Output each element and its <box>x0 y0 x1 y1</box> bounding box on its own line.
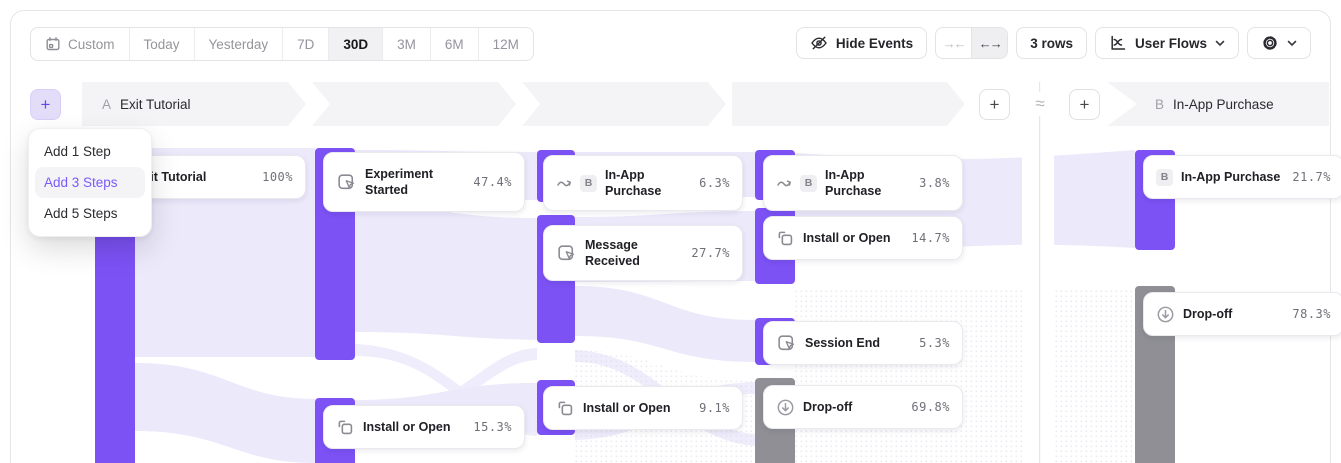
chevron-down-icon <box>1215 40 1225 47</box>
date-range-3m[interactable]: 3M <box>382 28 430 60</box>
date-range-6m[interactable]: 6M <box>429 28 478 60</box>
calendar-icon <box>45 36 61 52</box>
flow-a-header-label: A Exit Tutorial <box>102 96 191 112</box>
flow-a-header-segment-3[interactable] <box>522 82 726 126</box>
gear-icon <box>1261 34 1279 52</box>
flow-node-in-app-purchase-step3[interactable]: B In-App Purchase 6.3% <box>543 155 743 211</box>
menu-item-add-1-step[interactable]: Add 1 Step <box>44 144 111 159</box>
menu-item-add-5-steps[interactable]: Add 5 Steps <box>44 206 118 221</box>
expand-icon: ←→ <box>978 35 1003 51</box>
flow-a-header-segment-4[interactable] <box>732 82 965 126</box>
eye-off-icon <box>810 34 828 52</box>
view-selector-dropdown[interactable]: User Flows <box>1094 27 1239 59</box>
date-range-yesterday[interactable]: Yesterday <box>193 28 283 60</box>
window-copy-icon <box>776 229 795 248</box>
flow-node-install-or-open-step2[interactable]: Install or Open 15.3% <box>323 405 525 449</box>
menu-item-add-3-steps[interactable]: Add 3 Steps <box>35 167 145 198</box>
drop-off-icon <box>776 398 795 417</box>
collapse-columns-button[interactable]: →← <box>936 28 971 58</box>
add-step-before-b-button[interactable]: + <box>1069 89 1100 120</box>
settings-dropdown[interactable] <box>1247 27 1311 59</box>
add-step-after-a-button[interactable]: + <box>979 89 1010 120</box>
date-range-today[interactable]: Today <box>128 28 194 60</box>
collapse-expand-toggle: →← ←→ <box>935 27 1009 59</box>
date-range-30d[interactable]: 30D <box>328 28 383 60</box>
flow-node-in-app-purchase-b[interactable]: B In-App Purchase 21.7% <box>1143 155 1341 199</box>
flow-b-node-badge: B <box>580 174 597 192</box>
wavy-arrow-icon <box>556 177 572 189</box>
window-copy-icon <box>556 399 575 418</box>
date-range-custom[interactable]: Custom <box>31 28 129 60</box>
flow-node-message-received[interactable]: Message Received 27.7% <box>543 225 743 281</box>
date-range-selector: Custom Today Yesterday 7D 30D 3M 6M 12M <box>30 27 534 61</box>
add-step-button[interactable]: + <box>30 89 61 120</box>
flow-node-drop-off-step4[interactable]: Drop-off 69.8% <box>763 385 963 429</box>
drop-off-icon <box>1156 305 1175 324</box>
hide-events-button[interactable]: Hide Events <box>795 27 928 59</box>
add-step-menu: Add 1 Step Add 3 Steps Add 5 Steps <box>28 128 152 237</box>
date-range-label: Custom <box>68 36 115 52</box>
toolbar-right: Hide Events →← ←→ 3 rows User Flows <box>795 27 1311 59</box>
rows-button[interactable]: 3 rows <box>1016 27 1087 59</box>
flow-node-session-end[interactable]: Session End 5.3% <box>763 321 963 365</box>
flow-a-header-segment-1[interactable]: A Exit Tutorial <box>82 82 306 126</box>
event-click-icon <box>776 333 797 354</box>
window-copy-icon <box>336 418 355 437</box>
flow-a-badge: A <box>102 96 112 112</box>
date-range-7d[interactable]: 7D <box>282 28 328 60</box>
flow-separator: ≈ <box>1028 92 1052 116</box>
chevron-down-icon <box>1287 40 1297 47</box>
date-range-12m[interactable]: 12M <box>477 28 533 60</box>
wavy-arrow-icon <box>776 177 792 189</box>
flow-node-in-app-purchase-step4[interactable]: B In-App Purchase 3.8% <box>763 155 963 211</box>
flow-node-install-or-open-step3[interactable]: Install or Open 9.1% <box>543 386 743 430</box>
flow-b-header-segment[interactable]: B In-App Purchase <box>1107 82 1329 126</box>
flow-chart-icon <box>1109 34 1127 52</box>
event-click-icon <box>556 243 577 264</box>
flow-node-drop-off-b[interactable]: Drop-off 78.3% <box>1143 292 1341 336</box>
flow-b-node-badge: B <box>800 174 817 192</box>
event-click-icon <box>336 172 357 193</box>
flow-a-header-segment-2[interactable] <box>312 82 516 126</box>
flow-b-node-badge: B <box>1156 168 1173 186</box>
flow-node-experiment-started[interactable]: Experiment Started 47.4% <box>323 152 525 212</box>
collapse-icon: →← <box>942 35 967 51</box>
expand-columns-button[interactable]: ←→ <box>971 28 1008 58</box>
flow-b-header-label: B In-App Purchase <box>1155 96 1274 112</box>
flow-node-install-or-open-step4[interactable]: Install or Open 14.7% <box>763 216 963 260</box>
flow-b-badge: B <box>1155 96 1165 112</box>
